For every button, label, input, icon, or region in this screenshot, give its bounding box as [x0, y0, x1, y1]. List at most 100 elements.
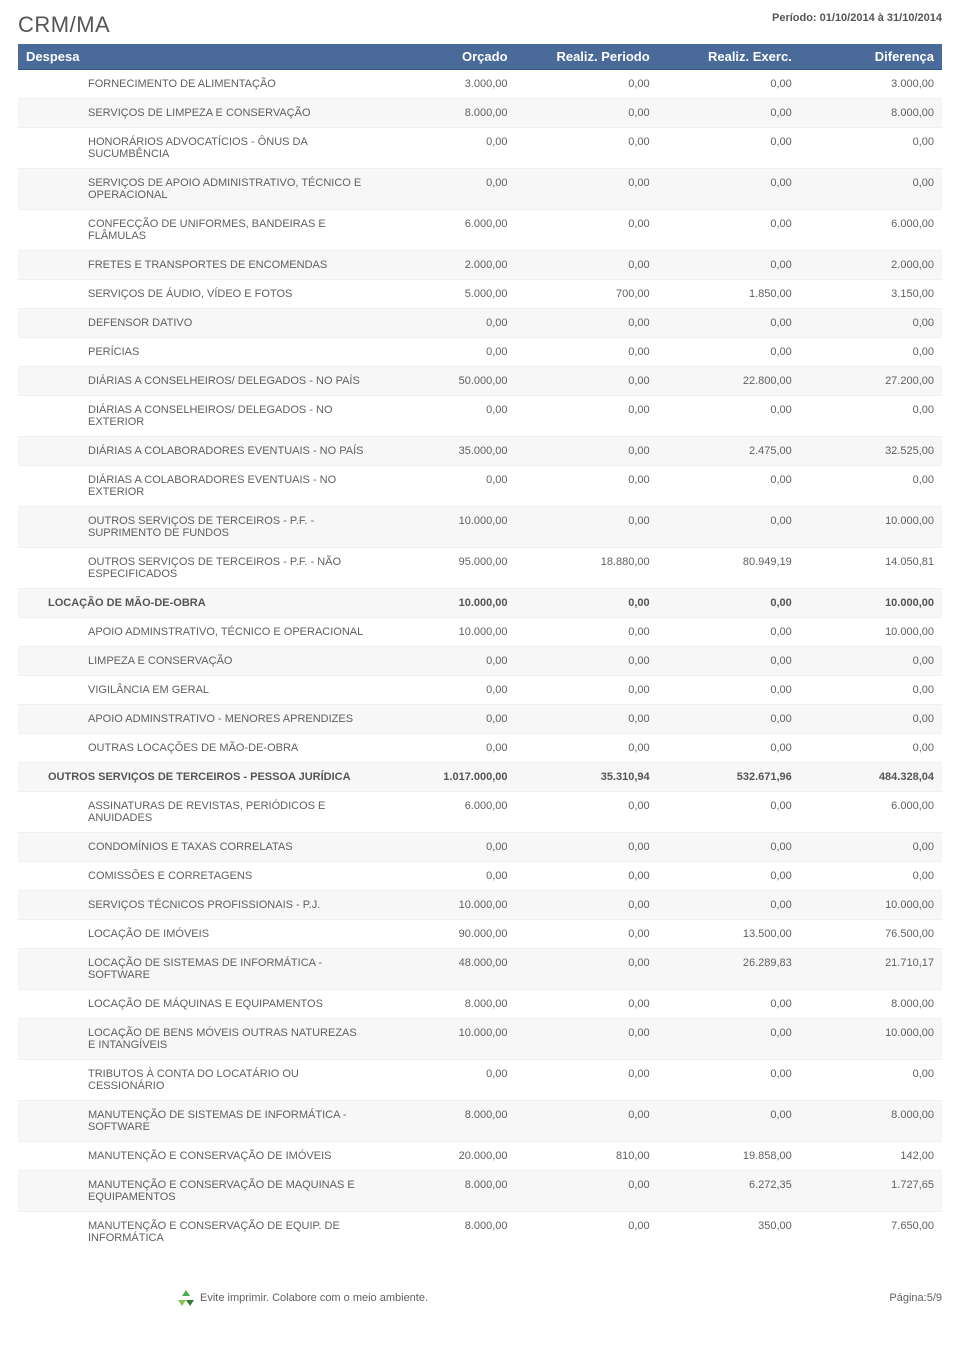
- col-orcado: Orçado: [373, 44, 515, 70]
- cell-value: 0,00: [516, 589, 658, 618]
- cell-value: 6.000,00: [800, 210, 942, 251]
- cell-value: 5.000,00: [373, 280, 515, 309]
- cell-value: 0,00: [658, 169, 800, 210]
- cell-desc: MANUTENÇÃO E CONSERVAÇÃO DE EQUIP. DE IN…: [18, 1212, 373, 1253]
- cell-value: 76.500,00: [800, 920, 942, 949]
- cell-value: 0,00: [658, 128, 800, 169]
- table-row: DIÁRIAS A CONSELHEIROS/ DELEGADOS - NO P…: [18, 367, 942, 396]
- cell-value: 1.850,00: [658, 280, 800, 309]
- table-row: MANUTENÇÃO DE SISTEMAS DE INFORMÁTICA - …: [18, 1101, 942, 1142]
- cell-desc: DIÁRIAS A CONSELHEIROS/ DELEGADOS - NO P…: [18, 367, 373, 396]
- cell-desc: PERÍCIAS: [18, 338, 373, 367]
- cell-value: 0,00: [516, 1101, 658, 1142]
- cell-desc: OUTROS SERVIÇOS DE TERCEIROS - P.F. - SU…: [18, 507, 373, 548]
- cell-value: 0,00: [658, 734, 800, 763]
- cell-value: 0,00: [373, 128, 515, 169]
- table-row: COMISSÕES E CORRETAGENS0,000,000,000,00: [18, 862, 942, 891]
- cell-value: 3.000,00: [800, 70, 942, 99]
- cell-desc: TRIBUTOS À CONTA DO LOCATÁRIO OU CESSION…: [18, 1060, 373, 1101]
- cell-desc: APOIO ADMINSTRATIVO - MENORES APRENDIZES: [18, 705, 373, 734]
- cell-value: 0,00: [800, 128, 942, 169]
- table-row: OUTROS SERVIÇOS DE TERCEIROS - P.F. - NÃ…: [18, 548, 942, 589]
- cell-value: 6.000,00: [373, 210, 515, 251]
- cell-desc: DIÁRIAS A COLABORADORES EVENTUAIS - NO P…: [18, 437, 373, 466]
- cell-value: 0,00: [516, 1171, 658, 1212]
- cell-value: 0,00: [516, 367, 658, 396]
- table-row: ASSINATURAS DE REVISTAS, PERIÓDICOS E AN…: [18, 792, 942, 833]
- col-realiz-exerc: Realiz. Exerc.: [658, 44, 800, 70]
- table-row: DIÁRIAS A COLABORADORES EVENTUAIS - NO P…: [18, 437, 942, 466]
- table-row: FRETES E TRANSPORTES DE ENCOMENDAS2.000,…: [18, 251, 942, 280]
- cell-value: 0,00: [658, 862, 800, 891]
- cell-value: 0,00: [373, 1060, 515, 1101]
- cell-value: 0,00: [800, 676, 942, 705]
- cell-value: 10.000,00: [800, 618, 942, 647]
- cell-desc: LOCAÇÃO DE BENS MÓVEIS OUTRAS NATUREZAS …: [18, 1019, 373, 1060]
- cell-value: 0,00: [658, 507, 800, 548]
- cell-value: 3.000,00: [373, 70, 515, 99]
- report-footer: Evite imprimir. Colabore com o meio ambi…: [0, 1290, 960, 1316]
- cell-value: 0,00: [516, 338, 658, 367]
- cell-value: 14.050,81: [800, 548, 942, 589]
- cell-value: 0,00: [516, 1212, 658, 1253]
- cell-value: 35.000,00: [373, 437, 515, 466]
- cell-desc: COMISSÕES E CORRETAGENS: [18, 862, 373, 891]
- cell-desc: SERVIÇOS DE ÁUDIO, VÍDEO E FOTOS: [18, 280, 373, 309]
- cell-value: 0,00: [516, 169, 658, 210]
- cell-value: 0,00: [516, 210, 658, 251]
- cell-value: 13.500,00: [658, 920, 800, 949]
- cell-value: 0,00: [516, 647, 658, 676]
- cell-value: 2.000,00: [800, 251, 942, 280]
- cell-value: 0,00: [658, 589, 800, 618]
- cell-value: 0,00: [516, 792, 658, 833]
- table-row: SERVIÇOS DE LIMPEZA E CONSERVAÇÃO8.000,0…: [18, 99, 942, 128]
- table-row: SERVIÇOS DE ÁUDIO, VÍDEO E FOTOS5.000,00…: [18, 280, 942, 309]
- cell-desc: DIÁRIAS A CONSELHEIROS/ DELEGADOS - NO E…: [18, 396, 373, 437]
- cell-value: 10.000,00: [800, 507, 942, 548]
- cell-value: 350,00: [658, 1212, 800, 1253]
- table-row: MANUTENÇÃO E CONSERVAÇÃO DE MAQUINAS E E…: [18, 1171, 942, 1212]
- table-row: MANUTENÇÃO E CONSERVAÇÃO DE EQUIP. DE IN…: [18, 1212, 942, 1253]
- cell-value: 0,00: [516, 437, 658, 466]
- table-header: Despesa Orçado Realiz. Periodo Realiz. E…: [18, 44, 942, 70]
- table-row: DIÁRIAS A COLABORADORES EVENTUAIS - NO E…: [18, 466, 942, 507]
- table-row: LOCAÇÃO DE SISTEMAS DE INFORMÁTICA - SOF…: [18, 949, 942, 990]
- period-label: Período: 01/10/2014 à 31/10/2014: [772, 12, 942, 24]
- cell-desc: OUTROS SERVIÇOS DE TERCEIROS - PESSOA JU…: [18, 763, 373, 792]
- cell-desc: DEFENSOR DATIVO: [18, 309, 373, 338]
- cell-value: 0,00: [373, 833, 515, 862]
- table-row: LOCAÇÃO DE IMÓVEIS90.000,000,0013.500,00…: [18, 920, 942, 949]
- cell-value: 80.949,19: [658, 548, 800, 589]
- cell-value: 0,00: [373, 309, 515, 338]
- org-title: CRM/MA: [18, 12, 110, 38]
- table-row: CONFECÇÃO DE UNIFORMES, BANDEIRAS E FLÂM…: [18, 210, 942, 251]
- cell-value: 0,00: [800, 862, 942, 891]
- cell-value: 26.289,83: [658, 949, 800, 990]
- table-row: LIMPEZA E CONSERVAÇÃO0,000,000,000,00: [18, 647, 942, 676]
- cell-value: 0,00: [516, 309, 658, 338]
- cell-desc: SERVIÇOS DE APOIO ADMINISTRATIVO, TÉCNIC…: [18, 169, 373, 210]
- table-row: APOIO ADMINSTRATIVO, TÉCNICO E OPERACION…: [18, 618, 942, 647]
- cell-value: 0,00: [658, 647, 800, 676]
- cell-value: 0,00: [373, 396, 515, 437]
- cell-value: 810,00: [516, 1142, 658, 1171]
- cell-value: 8.000,00: [373, 99, 515, 128]
- cell-desc: LIMPEZA E CONSERVAÇÃO: [18, 647, 373, 676]
- table-row: HONORÁRIOS ADVOCATÍCIOS - ÔNUS DA SUCUMB…: [18, 128, 942, 169]
- cell-value: 0,00: [800, 705, 942, 734]
- table-row: OUTROS SERVIÇOS DE TERCEIROS - PESSOA JU…: [18, 763, 942, 792]
- cell-value: 20.000,00: [373, 1142, 515, 1171]
- cell-value: 0,00: [516, 949, 658, 990]
- cell-value: 19.858,00: [658, 1142, 800, 1171]
- cell-desc: LOCAÇÃO DE MÁQUINAS E EQUIPAMENTOS: [18, 990, 373, 1019]
- table-row: VIGILÂNCIA EM GERAL0,000,000,000,00: [18, 676, 942, 705]
- cell-value: 0,00: [800, 734, 942, 763]
- cell-value: 142,00: [800, 1142, 942, 1171]
- cell-desc: ASSINATURAS DE REVISTAS, PERIÓDICOS E AN…: [18, 792, 373, 833]
- cell-value: 0,00: [658, 338, 800, 367]
- col-diferenca: Diferença: [800, 44, 942, 70]
- table-row: LOCAÇÃO DE BENS MÓVEIS OUTRAS NATUREZAS …: [18, 1019, 942, 1060]
- cell-value: 8.000,00: [800, 1101, 942, 1142]
- cell-value: 10.000,00: [800, 891, 942, 920]
- cell-value: 8.000,00: [800, 99, 942, 128]
